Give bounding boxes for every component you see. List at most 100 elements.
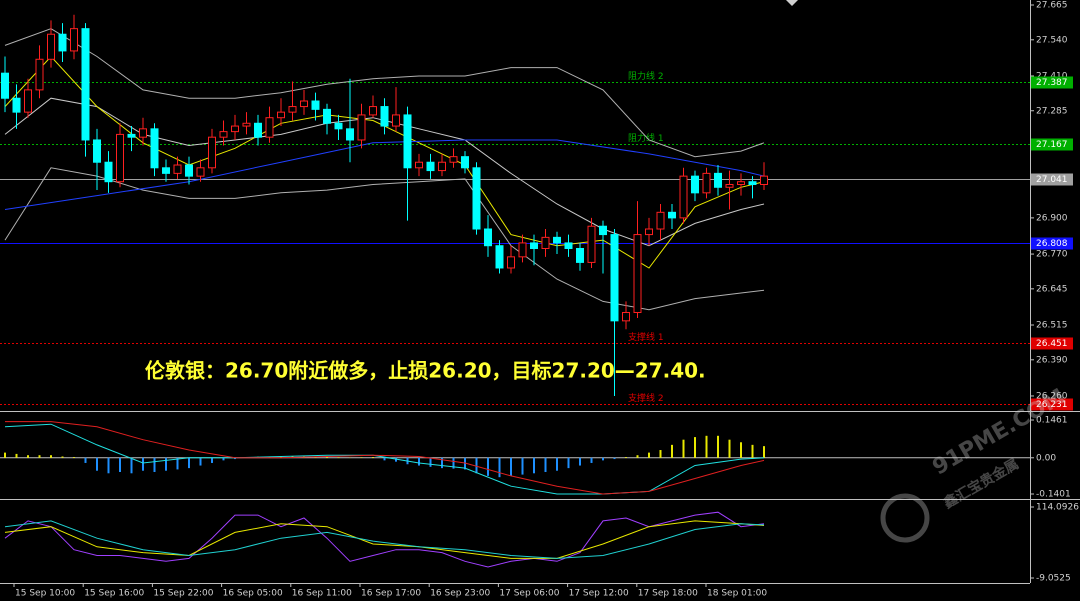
candle-body (714, 172, 722, 188)
y-tick-label: 26.390 (1036, 355, 1068, 365)
candle-body (93, 139, 101, 163)
candle-body (24, 89, 32, 113)
candle-body (553, 236, 561, 244)
candle-body (288, 106, 297, 113)
level-box (1031, 76, 1073, 89)
candle-body (392, 114, 400, 127)
level-name: 支撑线 2 (628, 392, 664, 404)
candle-body (70, 28, 78, 52)
candle-body (599, 225, 607, 236)
indicator-line (4, 167, 765, 311)
level-name: 阻力线 2 (628, 70, 664, 82)
candle-body (622, 311, 630, 322)
level-box (1031, 398, 1073, 411)
level-value: 27.041 (1036, 175, 1068, 185)
candle-body (47, 33, 55, 60)
candle-body (472, 167, 481, 230)
y-tick-label: -9.0525 (1036, 574, 1071, 584)
indicator-line (5, 421, 765, 495)
indicator-line (4, 511, 765, 568)
y-tick-label: -0.1401 (1036, 490, 1071, 500)
y-tick-label: 26.900 (1036, 213, 1068, 223)
y-tick-label: 27.540 (1036, 35, 1068, 45)
candle-body (380, 106, 389, 127)
candle-body (150, 128, 159, 169)
x-tick-label: 18 Sep 01:00 (707, 589, 767, 599)
candle-body (35, 58, 44, 91)
x-tick-label: 16 Sep 17:00 (361, 589, 421, 599)
candle-body (564, 242, 573, 249)
level-value: 26.231 (1036, 400, 1068, 410)
level-value: 26.808 (1036, 239, 1068, 249)
candle-body (748, 181, 757, 185)
candle-body (679, 175, 688, 219)
candle-body (116, 133, 124, 183)
x-tick-label: 17 Sep 18:00 (638, 589, 698, 599)
y-tick-label: 114.0926 (1036, 503, 1079, 513)
marker-icon (786, 0, 798, 6)
y-tick-label: 26.770 (1036, 250, 1068, 260)
level-box (1031, 237, 1073, 250)
x-tick-label: 16 Sep 11:00 (292, 589, 352, 599)
candle-body (254, 122, 262, 138)
candle-body (1, 72, 9, 99)
candle-body (12, 97, 21, 113)
y-tick-label: 27.665 (1036, 1, 1068, 11)
candle-body (507, 256, 515, 269)
x-tick-label: 17 Sep 06:00 (499, 589, 559, 599)
candle-body (58, 33, 67, 52)
level-value: 27.387 (1036, 78, 1068, 88)
candle-body (610, 234, 619, 322)
annotation: 伦敦银：26.70附近做多，止损26.20，目标27.20—27.40. (145, 359, 706, 383)
candle-body (357, 114, 366, 141)
x-tick-label: 16 Sep 05:00 (223, 589, 283, 599)
candle-body (702, 172, 711, 194)
indicator-line (4, 28, 765, 158)
level-box (1031, 173, 1073, 186)
candle-body (265, 117, 274, 138)
candle-body (587, 225, 596, 263)
candle-body (231, 125, 239, 133)
level-value: 27.167 (1036, 140, 1068, 150)
candle-body (403, 114, 412, 169)
candle-body (208, 136, 216, 169)
candle-body (449, 156, 458, 163)
candle-body (162, 167, 170, 174)
candle-body (185, 164, 193, 177)
level-name: 支撑线 1 (628, 331, 664, 343)
candle-body (725, 183, 734, 188)
candle-body (656, 211, 665, 230)
candle-body (139, 128, 147, 138)
candle-body (196, 167, 205, 177)
y-tick-label: 0.1461 (1036, 416, 1068, 426)
candle-body (484, 228, 492, 247)
candle-body (541, 236, 550, 249)
candle-body (127, 133, 136, 138)
candle-body (576, 247, 584, 263)
y-tick-label: 26.260 (1036, 391, 1068, 401)
x-tick-label: 16 Sep 23:00 (430, 589, 490, 599)
candle-body (737, 181, 745, 185)
candle-body (461, 156, 469, 169)
candle-body (334, 122, 343, 130)
candle-body (81, 28, 90, 141)
level-value: 26.451 (1036, 339, 1068, 349)
level-box (1031, 138, 1073, 151)
candle-body (173, 164, 182, 174)
x-tick-label: 17 Sep 12:00 (569, 589, 629, 599)
candle-body (645, 228, 653, 236)
watermark-logo (880, 493, 930, 543)
candle-body (691, 175, 699, 194)
y-tick-label: 26.515 (1036, 321, 1068, 331)
level-name: 阻力线 1 (628, 132, 664, 144)
candle-body (426, 161, 435, 172)
candle-body (668, 211, 676, 219)
y-tick-label: 27.285 (1036, 106, 1068, 116)
candle-body (518, 242, 527, 258)
x-tick-label: 15 Sep 10:00 (15, 589, 75, 599)
y-tick-label: 26.645 (1036, 284, 1068, 294)
indicator-line (4, 423, 765, 495)
